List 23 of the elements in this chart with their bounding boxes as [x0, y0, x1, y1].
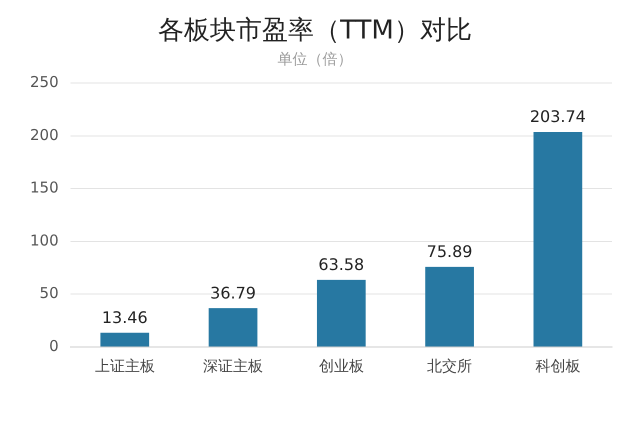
data-label: 203.74	[530, 107, 586, 126]
data-label: 63.58	[318, 255, 364, 274]
x-tick-label: 深证主板	[203, 356, 264, 375]
bar	[100, 332, 150, 346]
bar	[425, 266, 474, 346]
bar	[534, 132, 582, 346]
x-tick-label: 科创板	[535, 356, 580, 375]
y-tick-label: 50	[40, 284, 59, 302]
x-tick-label: 北交所	[427, 356, 472, 375]
bar	[316, 280, 366, 346]
y-tick-label: 250	[30, 73, 59, 92]
x-tick-label: 创业板	[318, 356, 364, 375]
y-tick-label: 0	[49, 336, 59, 355]
y-tick-label: 200	[30, 126, 59, 144]
data-label: 13.46	[102, 308, 148, 327]
y-tick-label: 150	[30, 178, 59, 197]
data-label: 36.79	[210, 283, 256, 302]
data-label: 75.89	[426, 242, 472, 262]
chart-title: 各板块市盈率（TTM）对比	[158, 15, 472, 46]
y-tick-label: 100	[30, 231, 59, 250]
bar	[208, 308, 258, 346]
chart-subtitle: 单位（倍）	[278, 50, 352, 68]
x-tick-label: 上证主板	[94, 356, 155, 375]
